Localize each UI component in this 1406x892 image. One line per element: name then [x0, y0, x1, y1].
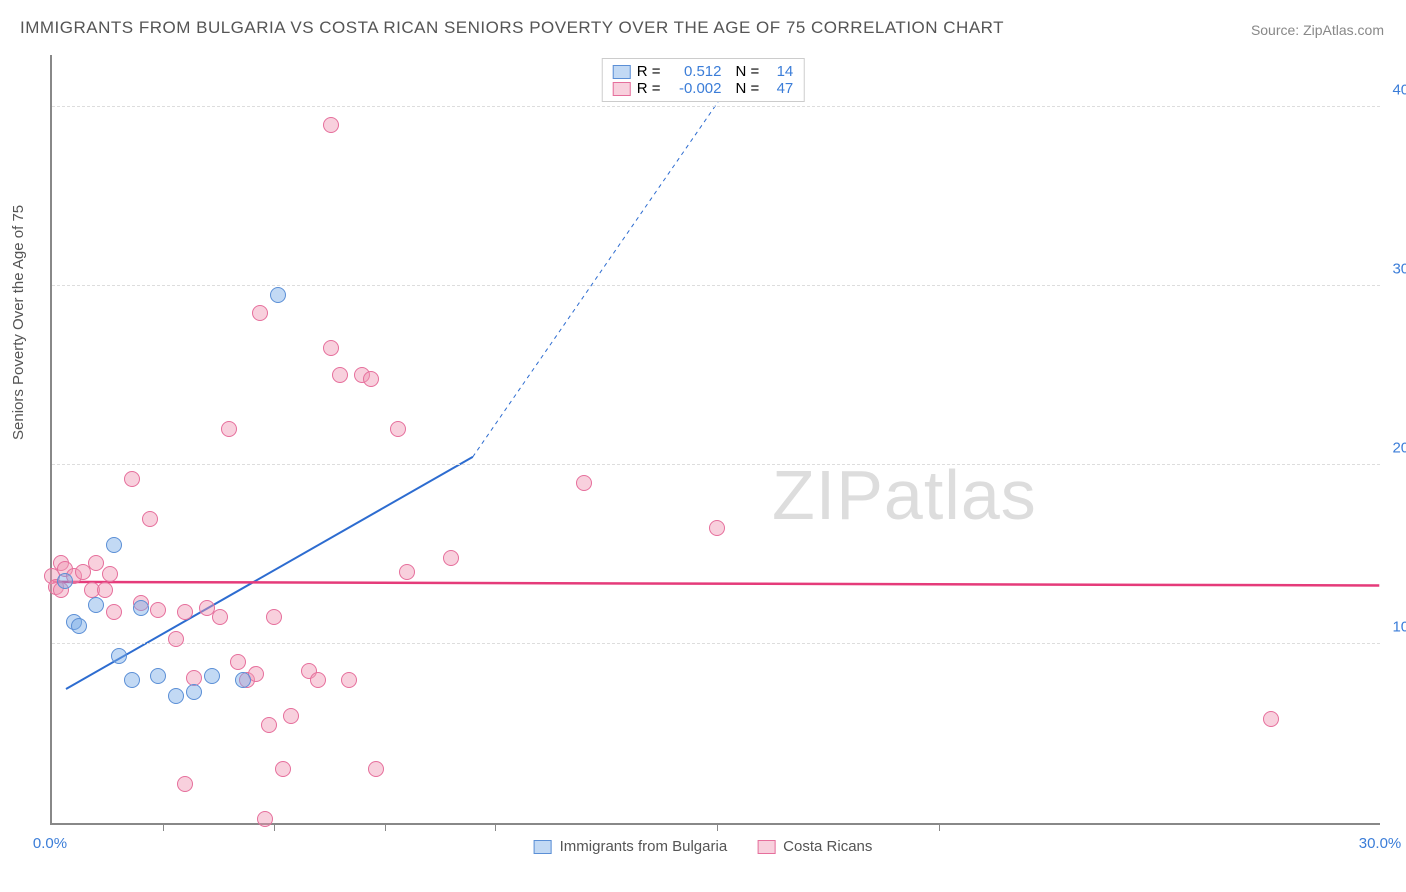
data-point — [1263, 711, 1279, 727]
data-point — [399, 564, 415, 580]
data-point — [71, 618, 87, 634]
data-point — [363, 371, 379, 387]
data-point — [150, 602, 166, 618]
data-point — [332, 367, 348, 383]
data-point — [257, 811, 273, 827]
data-point — [88, 597, 104, 613]
data-point — [111, 648, 127, 664]
chart-title: IMMIGRANTS FROM BULGARIA VS COSTA RICAN … — [20, 18, 1004, 38]
source-label: Source: ZipAtlas.com — [1251, 22, 1384, 38]
y-tick-label: 20.0% — [1392, 439, 1406, 456]
data-point — [124, 672, 140, 688]
data-point — [168, 631, 184, 647]
x-tick-mark — [385, 823, 386, 831]
legend-row-2: R = -0.002 N = 47 — [613, 80, 794, 97]
swatch-series-2 — [613, 82, 631, 96]
data-point — [390, 421, 406, 437]
data-point — [177, 776, 193, 792]
data-point — [221, 421, 237, 437]
r-label: R = — [637, 63, 661, 80]
data-point — [266, 609, 282, 625]
data-point — [133, 600, 149, 616]
data-point — [106, 537, 122, 553]
data-point — [212, 609, 228, 625]
data-point — [283, 708, 299, 724]
r-value-1: 0.512 — [667, 63, 722, 80]
r-value-2: -0.002 — [667, 80, 722, 97]
data-point — [323, 340, 339, 356]
x-tick-mark — [717, 823, 718, 831]
plot-area: ZIPatlas 10.0%20.0%30.0%40.0% — [50, 55, 1380, 825]
y-tick-label: 30.0% — [1392, 260, 1406, 277]
data-point — [177, 604, 193, 620]
x-tick-label: 30.0% — [1359, 835, 1402, 852]
data-point — [323, 117, 339, 133]
legend-row-1: R = 0.512 N = 14 — [613, 63, 794, 80]
x-tick-mark — [495, 823, 496, 831]
x-tick-mark — [939, 823, 940, 831]
watermark: ZIPatlas — [772, 455, 1037, 535]
n-label: N = — [736, 80, 760, 97]
data-point — [368, 761, 384, 777]
data-point — [576, 475, 592, 491]
data-point — [235, 672, 251, 688]
n-value-1: 14 — [765, 63, 793, 80]
data-point — [252, 305, 268, 321]
data-point — [230, 654, 246, 670]
data-point — [709, 520, 725, 536]
x-tick-mark — [274, 823, 275, 831]
y-axis-label: Seniors Poverty Over the Age of 75 — [10, 205, 27, 440]
data-point — [106, 604, 122, 620]
trend-lines — [52, 55, 1380, 823]
swatch-series-1 — [613, 65, 631, 79]
data-point — [142, 511, 158, 527]
data-point — [443, 550, 459, 566]
data-point — [102, 566, 118, 582]
y-tick-label: 10.0% — [1392, 618, 1406, 635]
gridline — [52, 643, 1380, 644]
data-point — [168, 688, 184, 704]
x-axis-labels: 0.0%30.0% — [50, 835, 1380, 865]
data-point — [270, 287, 286, 303]
n-value-2: 47 — [765, 80, 793, 97]
legend-correlation: R = 0.512 N = 14 R = -0.002 N = 47 — [602, 58, 805, 102]
data-point — [186, 684, 202, 700]
data-point — [261, 717, 277, 733]
n-label: N = — [736, 63, 760, 80]
data-point — [275, 761, 291, 777]
data-point — [204, 668, 220, 684]
x-tick-label: 0.0% — [33, 835, 67, 852]
data-point — [341, 672, 357, 688]
r-label: R = — [637, 80, 661, 97]
x-tick-mark — [163, 823, 164, 831]
data-point — [97, 582, 113, 598]
gridline — [52, 285, 1380, 286]
gridline — [52, 464, 1380, 465]
data-point — [57, 573, 73, 589]
data-point — [150, 668, 166, 684]
data-point — [124, 471, 140, 487]
data-point — [310, 672, 326, 688]
gridline — [52, 106, 1380, 107]
y-tick-label: 40.0% — [1392, 81, 1406, 98]
